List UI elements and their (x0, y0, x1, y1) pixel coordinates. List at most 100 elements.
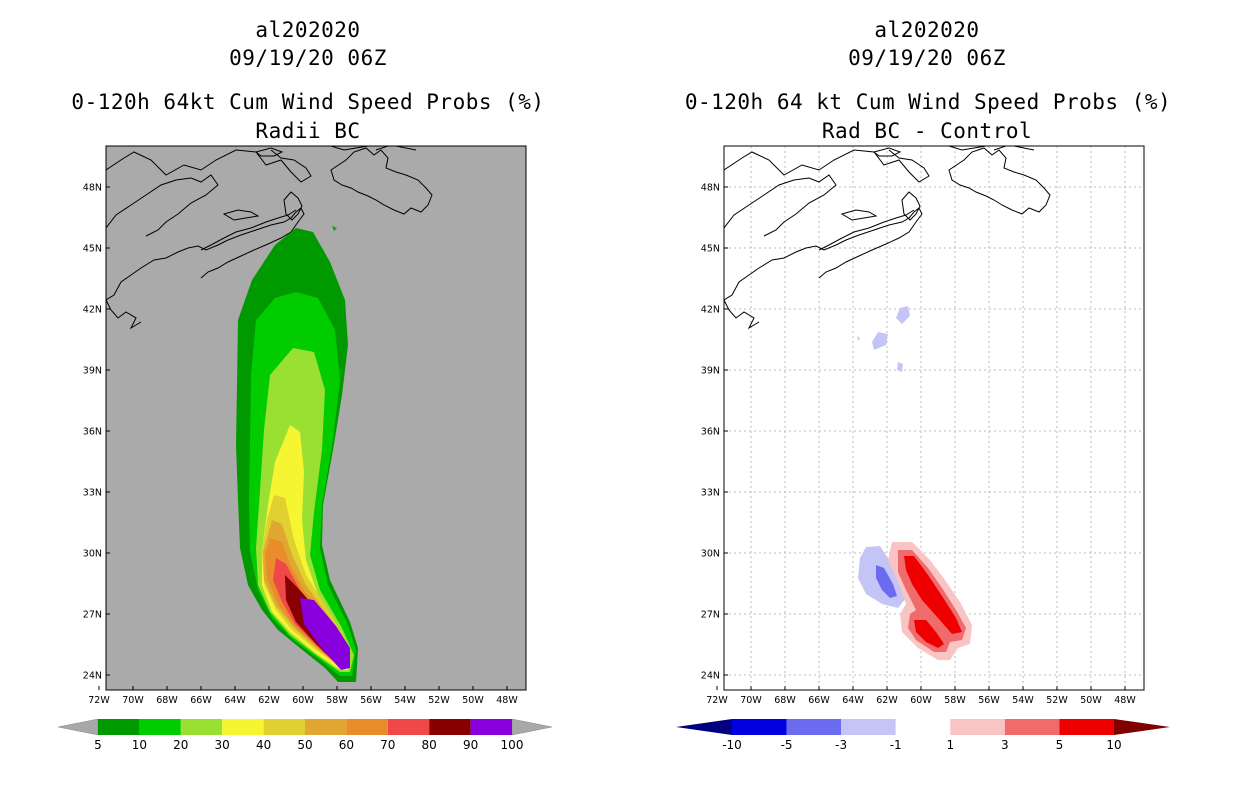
colorbar-swatch (732, 719, 787, 735)
lat-label: 33N (701, 488, 720, 499)
colorbar-swatch (841, 719, 896, 735)
colorbar-swatch (305, 719, 347, 735)
lat-label: 48N (83, 183, 102, 194)
colorbar-label: 3 (1001, 738, 1009, 752)
colorbar-swatch (346, 719, 388, 735)
left-title-date: 09/19/20 06Z (229, 46, 387, 70)
colorbar-label: 20 (173, 738, 188, 752)
lat-label: 30N (701, 549, 720, 560)
lon-label: 54W (394, 695, 416, 706)
lat-label: 27N (83, 610, 102, 621)
lon-label: 58W (326, 695, 348, 706)
lon-label: 72W (88, 695, 110, 706)
lon-label: 68W (156, 695, 178, 706)
colorbar-right-end (511, 718, 553, 736)
lon-label: 48W (1114, 695, 1136, 706)
colorbar-label: 80 (422, 738, 437, 752)
right-map-frame (723, 145, 1145, 691)
lon-label: 60W (292, 695, 314, 706)
lon-label: 50W (1080, 695, 1102, 706)
colorbar-swatch (470, 719, 512, 735)
colorbar-swatch (387, 719, 430, 735)
lon-label: 66W (190, 695, 212, 706)
lon-label: 62W (876, 695, 898, 706)
right-title-id: al202020 (874, 18, 980, 42)
left-title-main: 0-120h 64kt Cum Wind Speed Probs (%) (71, 90, 545, 114)
lon-label: 66W (808, 695, 830, 706)
right-map: 48N 45N 42N 39N 36N 33N 30N 27N 24N 72W 70W 68W 66W 6… (701, 145, 1145, 707)
colorbar-swatch (139, 719, 181, 735)
lat-label: 36N (83, 427, 102, 438)
colorbar-swatch (180, 719, 223, 735)
lat-label: 42N (83, 305, 102, 316)
colorbar-label: 70 (380, 738, 395, 752)
lon-label: 68W (774, 695, 796, 706)
colorbar-swatch (950, 719, 1005, 735)
colorbar-label: -10 (722, 738, 742, 752)
lon-label: 64W (842, 695, 864, 706)
right-gridlines (724, 146, 1144, 690)
colorbar-label: 10 (132, 738, 147, 752)
lon-label: 48W (496, 695, 518, 706)
lat-label: 39N (83, 366, 102, 377)
colorbar-label: 30 (215, 738, 230, 752)
colorbar-label: 40 (256, 738, 271, 752)
lat-label: 45N (701, 244, 720, 255)
lat-label: 24N (701, 671, 720, 682)
colorbar-label: 10 (1106, 738, 1121, 752)
colorbar-swatch (429, 719, 471, 735)
colorbar-label: 100 (501, 738, 524, 752)
colorbar-label: 90 (463, 738, 478, 752)
lat-label: 39N (701, 366, 720, 377)
left-probability-swath (236, 226, 358, 682)
lat-label: 48N (701, 183, 720, 194)
colorbar-left-end (57, 718, 99, 736)
colorbar-label: 60 (339, 738, 354, 752)
colorbar-left-end (676, 719, 732, 735)
lat-label: 36N (701, 427, 720, 438)
lat-label: 33N (83, 488, 102, 499)
lat-label: 24N (83, 671, 102, 682)
colorbar-label: 5 (94, 738, 102, 752)
lat-label: 42N (701, 305, 720, 316)
colorbar-label: 50 (297, 738, 312, 752)
lon-label: 72W (706, 695, 728, 706)
right-colorbar: -10 -5 -3 -1 1 3 5 10 (676, 719, 1170, 752)
left-subtitle: Radii BC (255, 119, 361, 143)
lon-label: 56W (978, 695, 1000, 706)
right-title-date: 09/19/20 06Z (848, 46, 1006, 70)
right-axes: 48N 45N 42N 39N 36N 33N 30N 27N 24N 72W 70W 68W 66W 6… (701, 183, 1137, 707)
left-map-frame (105, 145, 527, 691)
lon-label: 56W (360, 695, 382, 706)
colorbar-right-end (1114, 719, 1170, 735)
left-map: 48N 45N 42N 39N 36N 33N 30N 27N 24N 72W 70W 68W 66W 6… (83, 145, 527, 706)
colorbar-swatch (1004, 719, 1060, 735)
colorbar-label: 5 (1056, 738, 1064, 752)
colorbar-swatch (895, 719, 951, 735)
colorbar-swatch (222, 719, 264, 735)
left-title-id: al202020 (255, 18, 361, 42)
lon-label: 50W (462, 695, 484, 706)
right-subtitle: Rad BC - Control (821, 119, 1033, 143)
lon-label: 64W (224, 695, 246, 706)
colorbar-swatch (263, 719, 305, 735)
colorbar-label: -5 (781, 738, 793, 752)
lon-label: 60W (910, 695, 932, 706)
lon-label: 62W (258, 695, 280, 706)
colorbar-label: -1 (890, 738, 902, 752)
lon-label: 52W (1046, 695, 1068, 706)
lon-label: 70W (122, 695, 144, 706)
lon-label: 52W (428, 695, 450, 706)
lon-label: 54W (1012, 695, 1034, 706)
lat-label: 27N (701, 610, 720, 621)
colorbar-swatch (98, 719, 140, 735)
lat-label: 30N (83, 549, 102, 560)
left-colorbar: 5 10 20 30 40 50 60 70 80 90 100 (57, 718, 553, 752)
lat-label: 45N (83, 244, 102, 255)
colorbar-swatch (786, 719, 842, 735)
lon-label: 70W (740, 695, 762, 706)
colorbar-label: -3 (835, 738, 847, 752)
colorbar-label: 1 (946, 738, 954, 752)
colorbar-swatch (1059, 719, 1114, 735)
